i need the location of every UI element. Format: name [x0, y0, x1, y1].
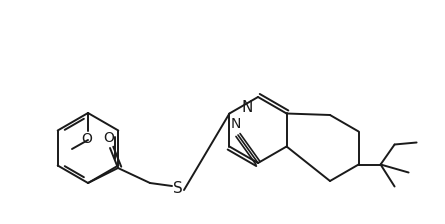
Text: S: S — [173, 181, 183, 196]
Text: N: N — [231, 117, 241, 131]
Text: O: O — [81, 132, 93, 146]
Text: O: O — [104, 131, 114, 145]
Text: N: N — [242, 100, 253, 115]
